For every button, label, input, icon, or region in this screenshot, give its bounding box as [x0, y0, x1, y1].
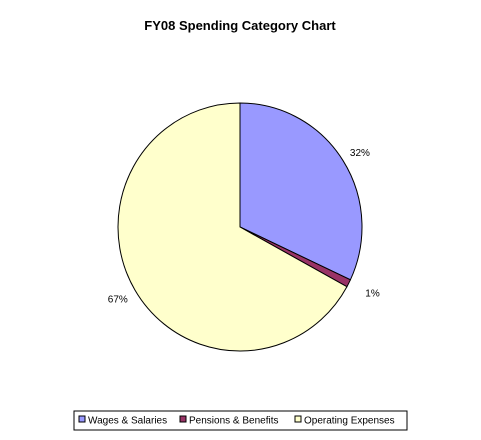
pct-label-wages-and-salaries: 32%	[350, 148, 370, 159]
legend-swatch-operating-expenses	[294, 415, 302, 423]
legend: Wages & Salaries Pensions & Benefits Opera…	[73, 410, 408, 431]
legend-box	[73, 410, 408, 431]
legend-label-pensions-and-benefits: Pensions & Benefits	[189, 416, 279, 427]
pie-slices	[117, 102, 363, 352]
pct-label-operating-expenses: 67%	[108, 294, 128, 305]
pct-label-pensions-and-benefits: 1%	[365, 289, 380, 300]
legend-swatch-pensions-and-benefits	[179, 415, 187, 423]
pie-percent-labels: 32% 1% 67%	[108, 148, 380, 305]
pie-slice-wages-and-salaries	[239, 102, 363, 281]
pie-slice-operating-expenses	[117, 102, 348, 352]
legend-label-wages-and-salaries: Wages & Salaries	[88, 416, 167, 427]
legend-label-operating-expenses: Operating Expenses	[304, 416, 395, 427]
legend-swatch-wages-and-salaries	[78, 415, 86, 423]
chart-title: FY08 Spending Category Chart	[144, 18, 336, 33]
